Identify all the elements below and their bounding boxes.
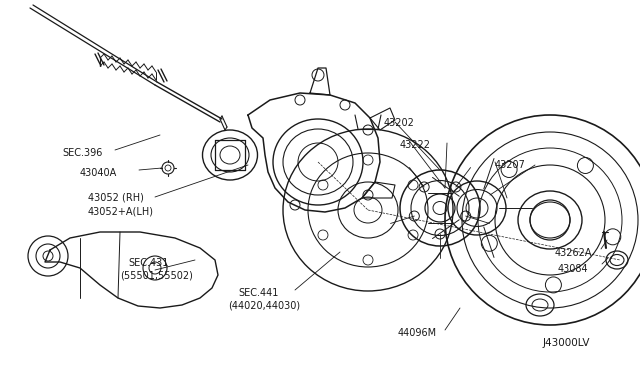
Text: SEC.431: SEC.431 xyxy=(128,258,168,268)
Text: 43202: 43202 xyxy=(384,118,415,128)
Text: 43222: 43222 xyxy=(400,140,431,150)
Text: SEC.441: SEC.441 xyxy=(238,288,278,298)
Text: 43084: 43084 xyxy=(558,264,589,274)
Text: 43262A: 43262A xyxy=(555,248,593,258)
Text: 43052+A(LH): 43052+A(LH) xyxy=(88,206,154,216)
Text: 43040A: 43040A xyxy=(80,168,117,178)
Text: SEC.396: SEC.396 xyxy=(62,148,102,158)
Text: (44020,44030): (44020,44030) xyxy=(228,301,300,311)
Text: 43052 (RH): 43052 (RH) xyxy=(88,193,144,203)
Text: 44096M: 44096M xyxy=(398,328,437,338)
Text: J43000LV: J43000LV xyxy=(543,338,591,348)
Text: 43207: 43207 xyxy=(495,160,526,170)
Text: (55501,55502): (55501,55502) xyxy=(120,270,193,280)
